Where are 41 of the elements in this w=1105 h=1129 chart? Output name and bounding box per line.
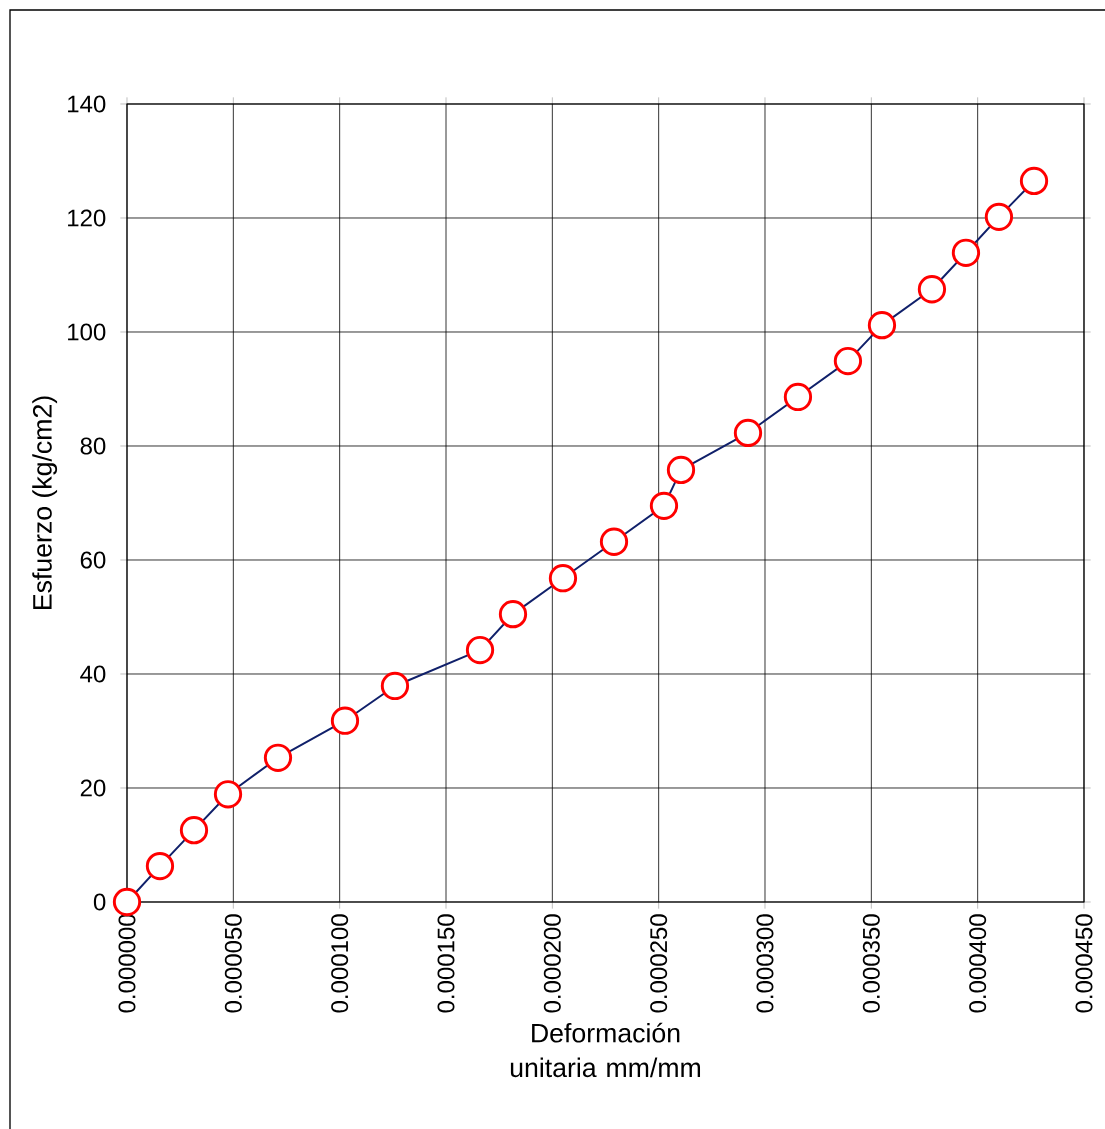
point [112,887,142,917]
point [733,418,763,448]
point [548,564,578,593]
y-tick-label: 60 [80,551,106,569]
point [330,706,360,735]
point [649,491,679,520]
x-tick-label: 0.000200 [543,914,561,1013]
point [145,851,175,881]
x-tick-label: 0.000350 [862,914,880,1013]
x-tick-label: 0.000300 [756,914,774,1013]
point [498,600,528,629]
point [380,671,410,701]
y-tick-label: 40 [80,665,106,683]
point [263,743,293,772]
point [213,780,243,809]
point [465,635,495,665]
y-tick-label: 140 [68,95,106,113]
point [951,238,981,267]
point [833,346,863,376]
point [867,311,897,340]
x-axis-title: Deformación unitaria mm/mm [510,1022,701,1078]
y-tick-label: 0 [93,893,106,911]
y-tick-label: 20 [80,779,106,797]
y-axis-title: Esfuerzo (kg/cm2) [32,396,58,609]
x-tick-label: 0.000450 [1075,914,1093,1013]
point [666,455,696,485]
x-tick-label: 0.000000 [118,914,136,1013]
point [984,202,1014,231]
y-tick-label: 120 [68,209,106,227]
x-tick-label: 0.000250 [650,914,668,1013]
y-tick-label: 80 [80,437,106,455]
point [599,527,629,556]
x-tick-label: 0.000100 [331,914,349,1013]
point [917,275,947,304]
point [1019,166,1049,196]
y-tick-label: 100 [68,323,106,341]
point [783,382,813,412]
x-tick-label: 0.000150 [437,914,455,1013]
x-tick-label: 0.000400 [969,914,987,1013]
point [179,816,209,845]
x-tick-label: 0.000050 [224,914,242,1013]
